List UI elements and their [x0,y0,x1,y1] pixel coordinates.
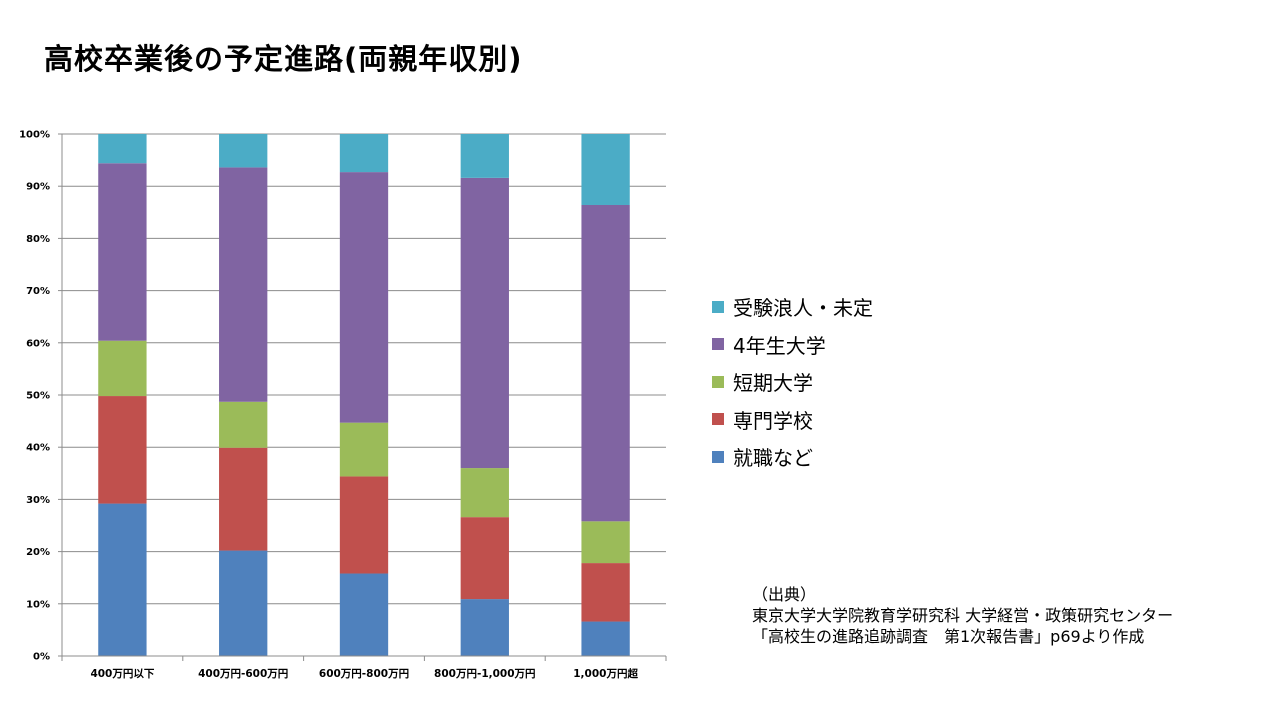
legend-swatch [712,413,724,426]
source-line-1: （出典） [752,585,817,604]
y-tick-labels: 0% 10% 20% 30% 40% 50% 60% 70% 80% 90% 100% [19,130,50,663]
legend-label: 専門学校 [733,408,813,433]
x-category-label: 400万円以下 [90,668,154,680]
bar-segment-1-0 [219,550,268,656]
source-note: （出典） 東京大学大学院教育学研究科 大学経営・政策研究センター 「高校生の進路… [752,584,1173,647]
x-category-label: 1,000万円超 [573,667,638,680]
axes [58,133,667,661]
source-line-3: 「高校生の進路追跡調査 第1次報告書」p69より作成 [752,627,1145,646]
y-tick-label: 50% [26,391,50,402]
y-tick-label: 100% [19,130,50,141]
y-tick-label: 40% [26,443,50,454]
stacked-bar-chart: 0% 10% 20% 30% 40% 50% 60% 70% 80% 90% 100% 400万円以… [19,130,667,680]
bar-segment-1-1 [219,447,268,551]
bar-segment-3-3 [460,177,509,469]
legend: 受験浪人・未定 4年生大学 短期大学 専門学校 就職など [712,288,873,476]
legend-label: 4年生大学 [733,333,826,358]
source-line-2: 東京大学大学院教育学研究科 大学経営・政策研究センター [752,606,1174,625]
bar-segment-0-4 [98,134,147,164]
y-tick-label: 60% [26,338,50,349]
bar-segment-2-2 [339,422,389,477]
bar-segment-2-0 [339,573,389,656]
bar-segment-4-1 [581,563,630,622]
y-tick-label: 10% [26,599,50,610]
y-tick-label: 20% [26,547,50,558]
x-category-label: 400万円-600万円 [198,668,288,680]
legend-item-2: 短期大学 [712,363,873,401]
bar-segment-1-2 [219,401,268,448]
legend-item-1: 4年生大学 [712,326,873,364]
x-category-label: 800万円-1,000万円 [434,668,536,680]
legend-swatch [712,450,724,463]
legend-item-0: 受験浪人・未定 [712,288,873,326]
bar-segment-0-3 [98,163,147,341]
y-tick-label: 0% [33,652,50,663]
y-tick-label: 30% [26,495,50,506]
bar-segment-3-4 [460,134,509,178]
bar-segment-0-2 [98,340,147,397]
legend-item-3: 専門学校 [712,401,873,439]
bar-segment-2-3 [339,172,389,423]
bar-segment-3-2 [460,468,509,518]
bar-segment-3-1 [460,517,509,600]
bar-segment-2-1 [339,476,389,574]
bar-segment-1-4 [219,134,268,168]
bar-segment-4-0 [581,621,630,656]
x-category-labels: 400万円以下 400万円-600万円 600万円-800万円 800万円-1,000… [90,667,638,680]
y-tick-label: 90% [26,182,50,193]
bar-segment-4-4 [581,134,630,205]
legend-swatch [712,338,724,351]
page-title: 高校卒業後の予定進路(両親年収別) [44,42,523,76]
bar-segment-1-3 [219,167,268,402]
legend-swatch [712,300,724,313]
bar-segment-0-1 [98,396,147,504]
legend-item-4: 就職など [712,438,873,476]
bar-segment-4-2 [581,521,630,564]
legend-label: 就職など [733,446,813,471]
x-category-label: 600万円-800万円 [319,668,409,680]
bar-segment-2-4 [339,134,389,173]
y-tick-label: 70% [26,286,50,297]
y-tick-label: 80% [26,234,50,245]
bar-segment-0-0 [98,503,147,656]
legend-label: 受験浪人・未定 [733,296,873,321]
bar-segments [98,134,630,656]
legend-swatch [712,375,724,388]
bar-segment-4-3 [581,204,630,522]
bar-segment-3-0 [460,599,509,656]
legend-label: 短期大学 [733,371,813,396]
